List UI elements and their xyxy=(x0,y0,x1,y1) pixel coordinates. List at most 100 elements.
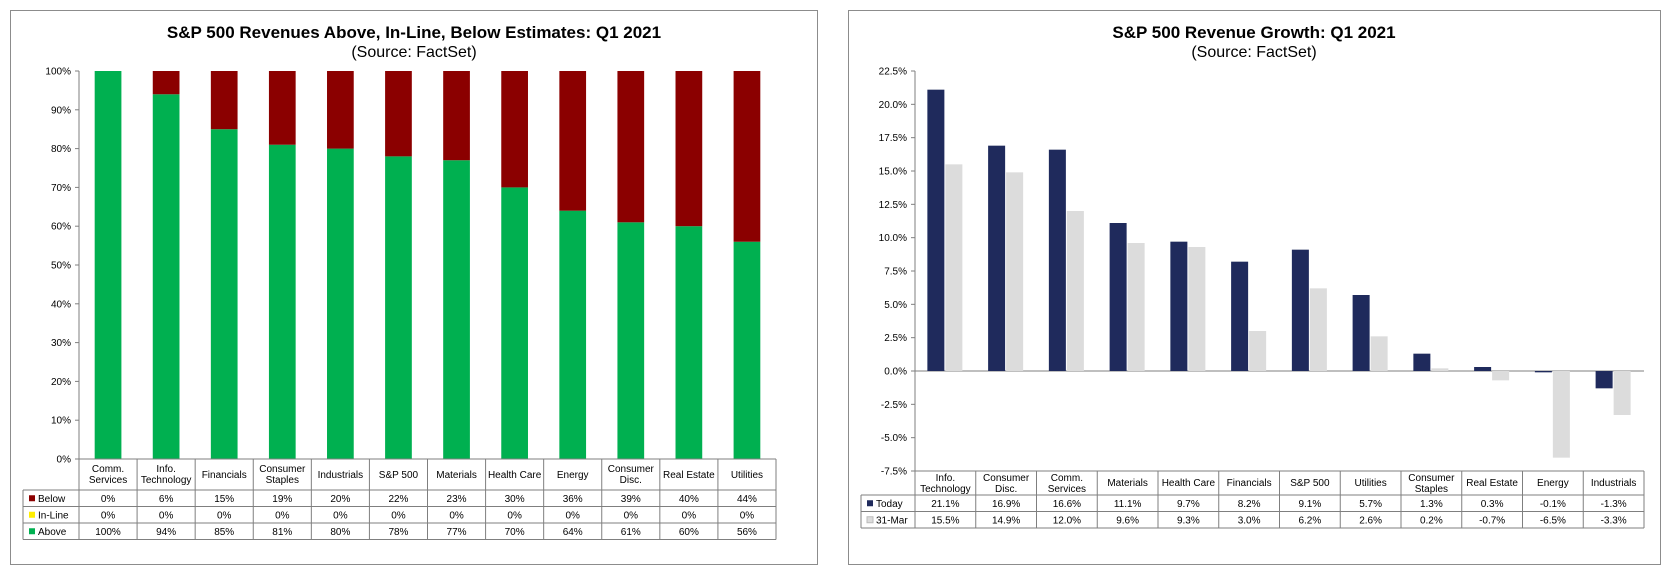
x-category-label: Financials xyxy=(1227,478,1272,489)
bar-above-financials xyxy=(210,129,238,459)
x-category-label: Materials xyxy=(436,470,477,481)
bar-31-mar-consumer-staples xyxy=(1431,368,1449,371)
data-label: 0% xyxy=(624,510,639,521)
bar-above-s-p-500 xyxy=(385,156,412,460)
data-label: 15.5% xyxy=(931,515,959,526)
bar-today-info-technology xyxy=(927,89,945,372)
data-label: 5.7% xyxy=(1359,499,1382,510)
x-category-label: Energy xyxy=(1537,478,1569,489)
data-label: 16.9% xyxy=(992,499,1020,510)
legend-swatch-below xyxy=(29,495,35,502)
chart-subtitle: (Source: FactSet) xyxy=(351,44,476,61)
x-category-label: Consumer Staples xyxy=(259,464,306,486)
data-label: 100% xyxy=(95,527,121,538)
bar-today-materials xyxy=(1109,223,1127,371)
y-tick-label: 50% xyxy=(51,261,71,272)
x-category-label: Health Care xyxy=(1162,478,1216,489)
bar-31-mar-financials xyxy=(1249,331,1267,371)
x-category-label: Industrials xyxy=(318,470,364,481)
data-label: 0% xyxy=(682,510,697,521)
data-label: -6.5% xyxy=(1540,515,1566,526)
legend-swatch-31-mar xyxy=(866,516,874,524)
data-label: 23% xyxy=(447,494,467,505)
y-tick-label: 90% xyxy=(51,105,71,116)
data-label: -0.7% xyxy=(1479,515,1505,526)
bar-below-consumer-staples xyxy=(268,71,296,145)
data-label: 0% xyxy=(391,510,406,521)
revenue-growth-chart: S&P 500 Revenue Growth: Q1 2021 (Source:… xyxy=(860,23,1645,529)
data-label: 15% xyxy=(214,494,234,505)
y-tick-label: -7.5% xyxy=(881,467,907,478)
data-label: 80% xyxy=(330,527,350,538)
y-tick-label: -5.0% xyxy=(881,433,907,444)
data-label: 2.6% xyxy=(1359,515,1382,526)
x-category-label: Utilities xyxy=(1355,478,1387,489)
bar-today-health-care xyxy=(1170,241,1188,371)
data-label: 0% xyxy=(565,510,580,521)
bar-above-info-technology xyxy=(152,94,180,459)
y-tick-label: 12.5% xyxy=(879,200,907,211)
data-label: 11.1% xyxy=(1114,499,1142,510)
x-category-label: Consumer Disc. xyxy=(608,464,655,486)
data-label: 0% xyxy=(101,510,116,521)
data-label: 30% xyxy=(505,494,525,505)
legend-label-today: Today xyxy=(876,499,903,510)
bar-above-consumer-staples xyxy=(268,144,296,459)
data-label: 85% xyxy=(214,527,234,538)
bar-31-mar-materials xyxy=(1127,243,1145,371)
y-tick-label: 22.5% xyxy=(879,67,907,78)
y-tick-label: 15.0% xyxy=(879,167,907,178)
data-label: 3.0% xyxy=(1238,515,1261,526)
data-label: 6.2% xyxy=(1298,515,1321,526)
x-category-label: Health Care xyxy=(488,470,542,481)
data-label: 94% xyxy=(156,527,176,538)
y-tick-label: 30% xyxy=(51,338,71,349)
y-tick-label: 0% xyxy=(57,455,72,466)
data-label: 22% xyxy=(388,494,408,505)
data-label: 0% xyxy=(449,510,464,521)
x-category-label: Industrials xyxy=(1591,478,1637,489)
data-label: 6% xyxy=(159,494,174,505)
x-category-label: S&P 500 xyxy=(379,470,419,481)
y-tick-label: 100% xyxy=(45,67,71,78)
bar-31-mar-real-estate xyxy=(1492,371,1510,381)
y-tick-label: 7.5% xyxy=(884,267,907,278)
bar-31-mar-consumer-disc xyxy=(1006,172,1024,371)
bar-today-real-estate xyxy=(1474,367,1492,371)
y-tick-label: 5.0% xyxy=(884,300,907,311)
bar-today-financials xyxy=(1231,261,1249,371)
data-label: 14.9% xyxy=(992,515,1020,526)
bar-below-info-technology xyxy=(152,71,180,95)
chart-title: S&P 500 Revenues Above, In-Line, Below E… xyxy=(167,23,661,42)
data-label: 81% xyxy=(272,527,292,538)
data-label: 20% xyxy=(330,494,350,505)
bar-below-health-care xyxy=(501,71,528,188)
bar-today-s-p-500 xyxy=(1291,249,1309,371)
y-tick-label: 10.0% xyxy=(879,233,907,244)
bar-below-s-p-500 xyxy=(385,71,412,157)
data-label: 0% xyxy=(101,494,116,505)
data-label: 56% xyxy=(737,527,757,538)
bar-below-real-estate xyxy=(675,71,703,227)
data-label: 16.6% xyxy=(1053,499,1081,510)
bar-above-materials xyxy=(443,160,470,460)
bar-31-mar-industrials xyxy=(1613,371,1631,415)
y-tick-label: 80% xyxy=(51,144,71,155)
data-label: 70% xyxy=(505,527,525,538)
data-label: 9.7% xyxy=(1177,499,1200,510)
data-label: 19% xyxy=(272,494,292,505)
data-label: 44% xyxy=(737,494,757,505)
x-category-label: S&P 500 xyxy=(1290,478,1330,489)
bar-above-real-estate xyxy=(675,226,703,459)
bar-above-consumer-disc xyxy=(617,222,645,459)
revenue-growth-chart-panel: S&P 500 Revenue Growth: Q1 2021 (Source:… xyxy=(848,10,1661,565)
bar-today-utilities xyxy=(1352,295,1370,371)
data-label: 40% xyxy=(679,494,699,505)
data-label: 0.2% xyxy=(1420,515,1443,526)
y-tick-label: 17.5% xyxy=(879,133,907,144)
legend-label-above: Above xyxy=(38,527,67,538)
bar-today-consumer-disc xyxy=(988,145,1006,371)
x-category-label: Materials xyxy=(1107,478,1148,489)
y-tick-label: 10% xyxy=(51,416,71,427)
bar-31-mar-health-care xyxy=(1188,247,1206,371)
